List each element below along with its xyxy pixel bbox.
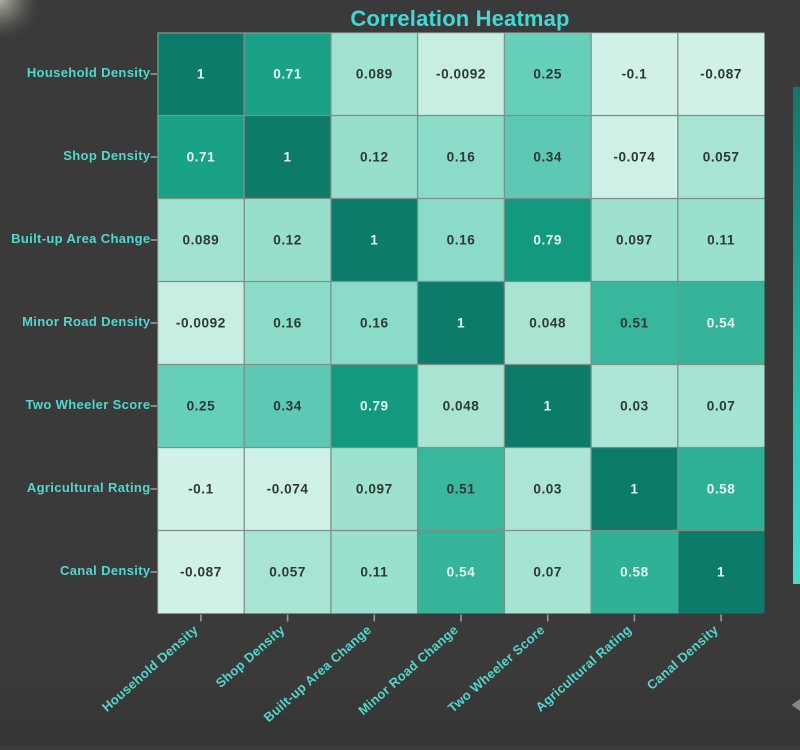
svg-text:1: 1 — [630, 481, 638, 496]
svg-text:Correlation Heatmap: Correlation Heatmap — [350, 6, 569, 31]
svg-text:Two Wheeler Score: Two Wheeler Score — [26, 397, 151, 412]
svg-text:0.51: 0.51 — [620, 315, 649, 330]
svg-text:0.089: 0.089 — [183, 232, 220, 247]
svg-text:-0.0092: -0.0092 — [176, 315, 226, 330]
svg-text:Agricultural Rating: Agricultural Rating — [27, 480, 151, 495]
svg-text:0.71: 0.71 — [187, 149, 216, 164]
svg-text:0.097: 0.097 — [356, 481, 393, 496]
svg-text:0.79: 0.79 — [360, 398, 389, 413]
svg-text:0.34: 0.34 — [533, 149, 562, 164]
svg-text:0.16: 0.16 — [447, 149, 476, 164]
svg-text:0.25: 0.25 — [533, 66, 562, 81]
svg-text:1: 1 — [370, 232, 378, 247]
svg-text:-0.074: -0.074 — [267, 481, 309, 496]
svg-text:0.12: 0.12 — [273, 232, 302, 247]
svg-text:1: 1 — [544, 398, 552, 413]
svg-text:-0.087: -0.087 — [180, 564, 222, 579]
svg-text:Shop Density: Shop Density — [63, 148, 151, 163]
svg-text:0.58: 0.58 — [707, 481, 736, 496]
svg-text:0.16: 0.16 — [447, 232, 476, 247]
svg-text:0.07: 0.07 — [533, 564, 562, 579]
svg-text:0.34: 0.34 — [273, 398, 302, 413]
svg-text:0.12: 0.12 — [360, 149, 389, 164]
svg-text:0.03: 0.03 — [620, 398, 649, 413]
svg-text:0.048: 0.048 — [443, 398, 480, 413]
svg-text:Canal Density: Canal Density — [60, 563, 151, 578]
svg-text:0.79: 0.79 — [533, 232, 562, 247]
svg-text:0.25: 0.25 — [187, 398, 216, 413]
svg-text:0.048: 0.048 — [529, 315, 566, 330]
svg-text:0.11: 0.11 — [707, 232, 735, 247]
svg-text:-0.1: -0.1 — [622, 66, 648, 81]
svg-text:0.58: 0.58 — [620, 564, 649, 579]
svg-text:0.07: 0.07 — [707, 398, 736, 413]
svg-text:1: 1 — [457, 315, 465, 330]
svg-text:1: 1 — [717, 564, 725, 579]
svg-text:0.057: 0.057 — [703, 149, 740, 164]
svg-text:0.54: 0.54 — [447, 564, 476, 579]
svg-text:0.16: 0.16 — [273, 315, 302, 330]
svg-text:Built-up Area Change: Built-up Area Change — [11, 231, 150, 246]
svg-text:0.089: 0.089 — [356, 66, 393, 81]
svg-text:1: 1 — [284, 149, 292, 164]
svg-text:0.03: 0.03 — [533, 481, 562, 496]
svg-text:-0.1: -0.1 — [188, 481, 214, 496]
svg-text:0.057: 0.057 — [269, 564, 306, 579]
svg-text:0.16: 0.16 — [360, 315, 389, 330]
svg-text:-0.087: -0.087 — [700, 66, 742, 81]
svg-text:0.54: 0.54 — [707, 315, 736, 330]
svg-text:0.11: 0.11 — [360, 564, 388, 579]
svg-text:0.51: 0.51 — [447, 481, 476, 496]
svg-text:Household Density: Household Density — [27, 65, 151, 80]
svg-text:Minor Road Density: Minor Road Density — [22, 314, 151, 329]
svg-text:1: 1 — [197, 66, 205, 81]
svg-text:-0.0092: -0.0092 — [436, 66, 486, 81]
svg-text:-0.074: -0.074 — [613, 149, 655, 164]
svg-text:0.097: 0.097 — [616, 232, 653, 247]
svg-text:0.71: 0.71 — [273, 66, 302, 81]
